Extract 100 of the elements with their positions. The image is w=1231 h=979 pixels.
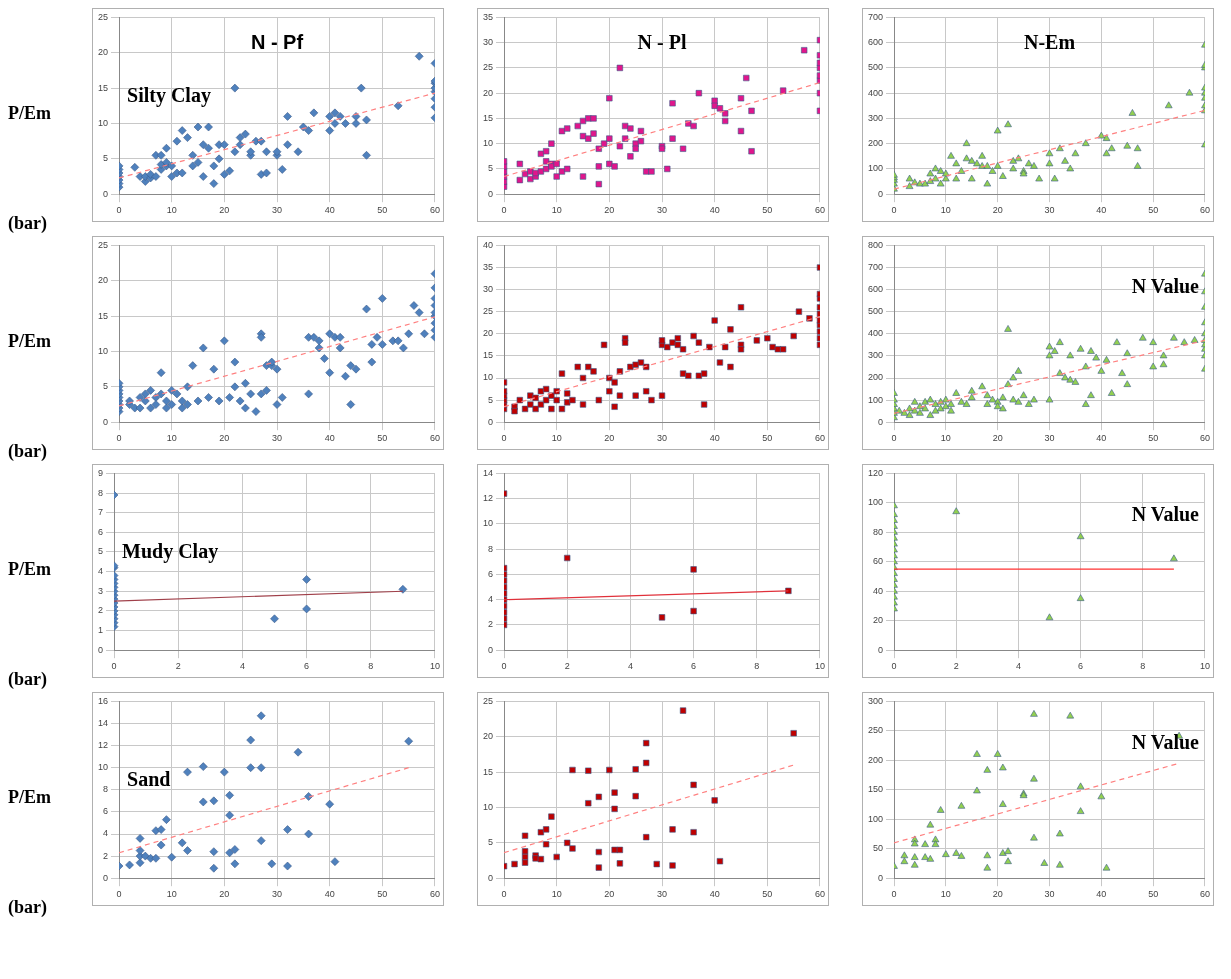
text: P/Em (bar) xyxy=(8,559,51,689)
y-tick-label: 15 xyxy=(483,112,494,123)
x-tick-label: 0 xyxy=(116,433,122,444)
y-tick-label: 5 xyxy=(103,153,109,164)
y-tick-label: 60 xyxy=(873,556,884,567)
x-tick-label: 20 xyxy=(604,205,615,216)
y-tick-label: 700 xyxy=(867,261,884,272)
x-tick-label: 20 xyxy=(604,889,615,900)
y-tick-label: 6 xyxy=(97,526,104,537)
x-tick-label: 10 xyxy=(814,661,825,672)
x-tick-label: 50 xyxy=(762,205,773,216)
x-tick-label: 0 xyxy=(111,661,117,672)
x-tick-label: 0 xyxy=(116,889,122,900)
x-tick-label: 10 xyxy=(551,433,562,444)
y-tick-label: 5 xyxy=(488,163,494,174)
x-tick-label: 30 xyxy=(271,889,283,900)
y-tick-label: 20 xyxy=(98,47,109,58)
y-tick-label: 12 xyxy=(483,493,494,504)
x-tick-label: 0 xyxy=(891,889,897,900)
x-tick-label: 20 xyxy=(992,889,1003,900)
y-tick-label: 200 xyxy=(867,754,884,765)
y-tick-label: 35 xyxy=(483,11,494,22)
x-tick-label: 0 xyxy=(501,661,507,672)
x-tick-label: 0 xyxy=(891,661,897,672)
x-tick-label: 50 xyxy=(762,433,773,444)
y-tick-label: 4 xyxy=(488,594,494,605)
x-tick-label: 60 xyxy=(814,205,825,216)
y-tick-label: 14 xyxy=(483,467,494,478)
x-tick-label: 10 xyxy=(940,889,951,900)
x-tick-label: 10 xyxy=(166,889,177,900)
y-tick-label: 300 xyxy=(867,112,884,123)
x-tick-label: 2 xyxy=(564,661,570,672)
x-tick-label: 0 xyxy=(501,889,507,900)
x-tick-label: 30 xyxy=(656,205,668,216)
x-tick-label: 20 xyxy=(219,433,230,444)
x-tick-label: 40 xyxy=(1096,205,1107,216)
y-tick-label: 1 xyxy=(97,625,104,636)
x-tick-label: 60 xyxy=(1199,889,1210,900)
y-tick-label: 6 xyxy=(488,568,494,579)
x-tick-label: 8 xyxy=(1140,661,1146,672)
x-tick-label: 2 xyxy=(953,661,959,672)
y-tick-label: 6 xyxy=(103,806,109,817)
y-tick-label: 10 xyxy=(98,345,109,356)
x-tick-label: 50 xyxy=(1148,433,1159,444)
x-tick-label: 20 xyxy=(219,889,230,900)
y-tick-label: 8 xyxy=(97,487,104,498)
y-tick-label: 16 xyxy=(98,695,109,706)
x-tick-label: 10 xyxy=(551,205,562,216)
y-tick-label: 2 xyxy=(488,619,494,630)
annotation: N Value xyxy=(1131,503,1200,525)
y-tick-label: 30 xyxy=(483,284,494,295)
x-tick-label: 60 xyxy=(1199,205,1210,216)
x-tick-label: 0 xyxy=(501,433,507,444)
y-tick-label: 7 xyxy=(97,507,104,518)
y-tick-label: 0 xyxy=(103,188,109,199)
y-tick-label: 0 xyxy=(878,644,884,655)
y-tick-label: 400 xyxy=(867,328,884,339)
y-tick-label: 10 xyxy=(483,372,494,383)
y-tick-label: 20 xyxy=(483,87,494,98)
y-tick-label: 100 xyxy=(867,497,884,508)
text: P/Em (bar) xyxy=(8,787,51,917)
y-tick-label: 400 xyxy=(867,87,884,98)
annotation: Mudy Clay xyxy=(122,540,219,564)
x-tick-label: 60 xyxy=(429,205,440,216)
x-tick-label: 40 xyxy=(1096,433,1107,444)
y-tick-label: 0 xyxy=(878,416,884,427)
x-tick-label: 30 xyxy=(271,205,283,216)
y-tick-label: 100 xyxy=(867,163,884,174)
y-tick-label: 0 xyxy=(103,872,109,883)
y-tick-label: 25 xyxy=(98,11,109,22)
x-tick-label: 50 xyxy=(377,433,388,444)
x-tick-label: 0 xyxy=(891,433,897,444)
y-tick-label: 15 xyxy=(483,766,494,777)
x-tick-label: 0 xyxy=(501,205,507,216)
y-tick-label: 0 xyxy=(488,416,494,427)
x-tick-label: 2 xyxy=(175,661,181,672)
y-tick-label: 10 xyxy=(98,762,109,773)
y-tick-label: 2 xyxy=(97,605,104,616)
x-tick-label: 4 xyxy=(627,661,633,672)
y-tick-label: 10 xyxy=(483,518,494,529)
y-tick-label: 0 xyxy=(488,188,494,199)
text: P/Em (bar) xyxy=(8,103,51,233)
y-tick-label: 8 xyxy=(103,784,109,795)
x-tick-label: 50 xyxy=(1148,205,1159,216)
x-tick-label: 10 xyxy=(166,205,177,216)
x-tick-label: 20 xyxy=(604,433,615,444)
y-tick-label: 10 xyxy=(98,117,109,128)
x-tick-label: 60 xyxy=(429,889,440,900)
y-tick-label: 25 xyxy=(483,695,494,706)
y-tick-label: 0 xyxy=(878,188,884,199)
y-tick-label: 0 xyxy=(488,644,494,655)
y-tick-label: 0 xyxy=(878,872,884,883)
y-tick-label: 15 xyxy=(483,350,494,361)
x-tick-label: 4 xyxy=(1015,661,1021,672)
x-tick-label: 60 xyxy=(429,433,440,444)
y-tick-label: 10 xyxy=(483,138,494,149)
x-tick-label: 30 xyxy=(656,889,668,900)
x-tick-label: 6 xyxy=(1078,661,1084,672)
x-tick-label: 50 xyxy=(762,889,773,900)
x-tick-label: 60 xyxy=(814,889,825,900)
